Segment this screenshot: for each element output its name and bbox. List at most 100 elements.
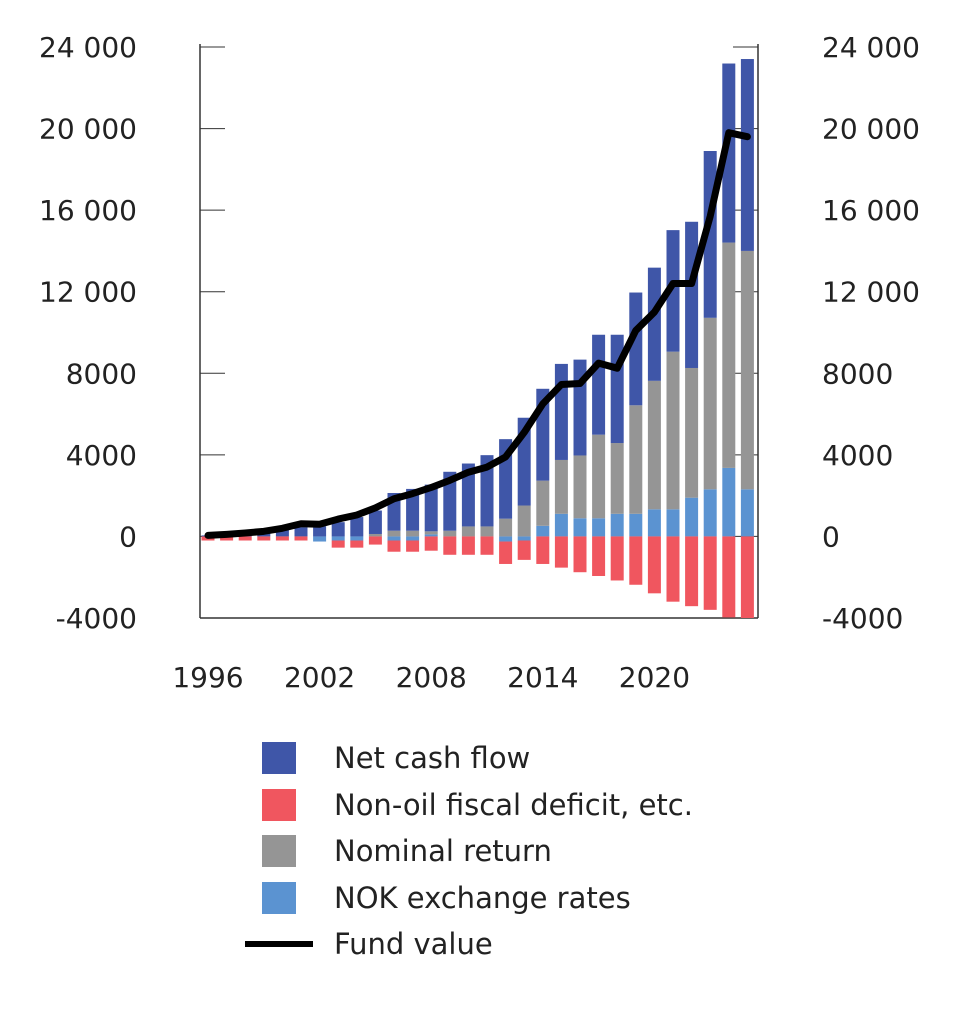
bar-nominal-return-2009 bbox=[443, 530, 457, 537]
bar-nok-exchange-rates-2023 bbox=[703, 489, 717, 537]
y-tick-label-left: 12 000 bbox=[39, 276, 137, 309]
bar-net-cash-flow-2018 bbox=[610, 334, 624, 444]
bar-net-cash-flow-2011 bbox=[480, 455, 494, 527]
bar-non-oil-fiscal-deficit-etc--1997 bbox=[220, 536, 234, 541]
bar-non-oil-fiscal-deficit-etc--2006 bbox=[387, 540, 401, 552]
bar-nok-exchange-rates-2022 bbox=[685, 497, 699, 537]
bar-net-cash-flow-2019 bbox=[629, 292, 643, 406]
bar-nominal-return-2015 bbox=[554, 459, 568, 514]
bar-non-oil-fiscal-deficit-etc--1998 bbox=[238, 536, 252, 541]
bar-nominal-return-2007 bbox=[406, 530, 420, 537]
y-tick-label-right: 24 000 bbox=[822, 31, 920, 64]
bar-non-oil-fiscal-deficit-etc--2023 bbox=[703, 536, 717, 610]
legend-label: NOK exchange rates bbox=[334, 880, 631, 915]
bar-net-cash-flow-2025 bbox=[740, 59, 754, 251]
bar-nominal-return-2022 bbox=[685, 367, 699, 498]
y-tick-label-right: 0 bbox=[822, 520, 840, 553]
fund-value-line bbox=[204, 129, 751, 539]
bar-non-oil-fiscal-deficit-etc--2014 bbox=[536, 536, 550, 564]
bar-nok-exchange-rates-2004 bbox=[350, 536, 364, 541]
bar-non-oil-fiscal-deficit-etc--2007 bbox=[406, 540, 420, 552]
y-tick-label-right: -4000 bbox=[822, 602, 903, 635]
bar-nominal-return-2006 bbox=[387, 530, 401, 537]
bar-non-oil-fiscal-deficit-etc--2015 bbox=[554, 536, 568, 568]
bar-non-oil-fiscal-deficit-etc--2005 bbox=[368, 536, 382, 545]
bar-net-cash-flow-2003 bbox=[331, 522, 345, 537]
y-tick-label-right: 12 000 bbox=[822, 276, 920, 309]
bar-nominal-return-2011 bbox=[480, 526, 494, 537]
y-tick-label-right: 16 000 bbox=[822, 194, 920, 227]
bar-nok-exchange-rates-2020 bbox=[647, 509, 661, 537]
bar-nominal-return-2018 bbox=[610, 443, 624, 514]
y-tick-label-left: 4000 bbox=[66, 439, 137, 472]
bar-non-oil-fiscal-deficit-etc--2024 bbox=[722, 536, 736, 618]
bar-net-cash-flow-2022 bbox=[685, 221, 699, 368]
y-tick-label-right: 20 000 bbox=[822, 113, 920, 146]
bar-nok-exchange-rates-2015 bbox=[554, 513, 568, 537]
bar-nominal-return-2013 bbox=[517, 505, 531, 537]
bar-nok-exchange-rates-2016 bbox=[573, 518, 587, 537]
y-tick-label-left: 16 000 bbox=[39, 194, 137, 227]
legend-item-nominal-return: Nominal return bbox=[245, 828, 693, 875]
x-tick-label: 2002 bbox=[284, 661, 355, 694]
bar-nok-exchange-rates-2017 bbox=[592, 518, 606, 537]
bar-nominal-return-2019 bbox=[629, 405, 643, 514]
bar-nominal-return-2016 bbox=[573, 455, 587, 519]
y-tick-label-left: 8000 bbox=[66, 357, 137, 390]
bar-net-cash-flow-2020 bbox=[647, 267, 661, 381]
bar-net-cash-flow-2004 bbox=[350, 517, 364, 537]
bar-nok-exchange-rates-2003 bbox=[331, 536, 345, 541]
bar-non-oil-fiscal-deficit-etc--2021 bbox=[666, 536, 680, 602]
y-tick-label-left: 0 bbox=[119, 520, 137, 553]
bar-nok-exchange-rates-2018 bbox=[610, 513, 624, 537]
bar-net-cash-flow-2005 bbox=[368, 510, 382, 534]
bar-net-cash-flow-2007 bbox=[406, 488, 420, 531]
x-tick-label: 2014 bbox=[507, 661, 578, 694]
bar-non-oil-fiscal-deficit-etc--2001 bbox=[294, 536, 308, 541]
legend-swatch bbox=[262, 742, 296, 775]
legend-item-net-cash-flow: Net cash flow bbox=[245, 735, 693, 782]
bar-net-cash-flow-2024 bbox=[722, 63, 736, 243]
x-tick-label: 1996 bbox=[172, 661, 243, 694]
legend-label: Nominal return bbox=[334, 834, 552, 869]
bar-nominal-return-2005 bbox=[368, 533, 382, 537]
bar-non-oil-fiscal-deficit-etc--2022 bbox=[685, 536, 699, 607]
bar-nok-exchange-rates-2021 bbox=[666, 509, 680, 537]
legend-line-swatch bbox=[245, 941, 313, 948]
legend-swatch bbox=[262, 881, 296, 914]
bar-net-cash-flow-2001 bbox=[294, 527, 308, 537]
bar-nok-exchange-rates-2025 bbox=[740, 489, 754, 537]
bar-nominal-return-2024 bbox=[722, 242, 736, 468]
bar-nominal-return-2025 bbox=[740, 250, 754, 490]
bar-non-oil-fiscal-deficit-etc--2018 bbox=[610, 536, 624, 581]
y-tick-label-right: 8000 bbox=[822, 357, 893, 390]
bar-nominal-return-2017 bbox=[592, 434, 606, 519]
legend-label: Non-oil fiscal deficit, etc. bbox=[334, 787, 693, 822]
bar-nok-exchange-rates-2019 bbox=[629, 513, 643, 537]
legend-swatch bbox=[262, 835, 296, 868]
legend-label: Net cash flow bbox=[334, 741, 531, 776]
x-tick-label: 2020 bbox=[619, 661, 690, 694]
bar-nok-exchange-rates-2024 bbox=[722, 467, 736, 537]
bar-nok-exchange-rates-2007 bbox=[406, 536, 420, 541]
legend-item-nok: NOK exchange rates bbox=[245, 875, 693, 922]
bar-net-cash-flow-2000 bbox=[275, 528, 289, 537]
bar-net-cash-flow-2010 bbox=[461, 463, 475, 527]
x-tick-label: 2008 bbox=[396, 661, 467, 694]
bar-nominal-return-2008 bbox=[424, 531, 438, 535]
bar-non-oil-fiscal-deficit-etc--2013 bbox=[517, 540, 531, 560]
bar-non-oil-fiscal-deficit-etc--1999 bbox=[257, 536, 271, 541]
bar-non-oil-fiscal-deficit-etc--2025 bbox=[740, 536, 754, 618]
bar-non-oil-fiscal-deficit-etc--2019 bbox=[629, 536, 643, 585]
bar-non-oil-fiscal-deficit-etc--2010 bbox=[461, 536, 475, 555]
bar-non-oil-fiscal-deficit-etc--2008 bbox=[424, 536, 438, 551]
legend-label: Fund value bbox=[334, 927, 493, 962]
bar-non-oil-fiscal-deficit-etc--2012 bbox=[499, 541, 513, 564]
bar-non-oil-fiscal-deficit-etc--2009 bbox=[443, 536, 457, 555]
chart: 24 000 24 000 20 000 20 000 16 000 16 000 12 0… bbox=[39, 31, 920, 694]
bar-non-oil-fiscal-deficit-etc--2000 bbox=[275, 536, 289, 541]
bar-nominal-return-2014 bbox=[536, 480, 550, 526]
bar-non-oil-fiscal-deficit-etc--2017 bbox=[592, 536, 606, 576]
bar-nominal-return-2020 bbox=[647, 380, 661, 510]
bar-nok-exchange-rates-2002 bbox=[313, 536, 327, 542]
